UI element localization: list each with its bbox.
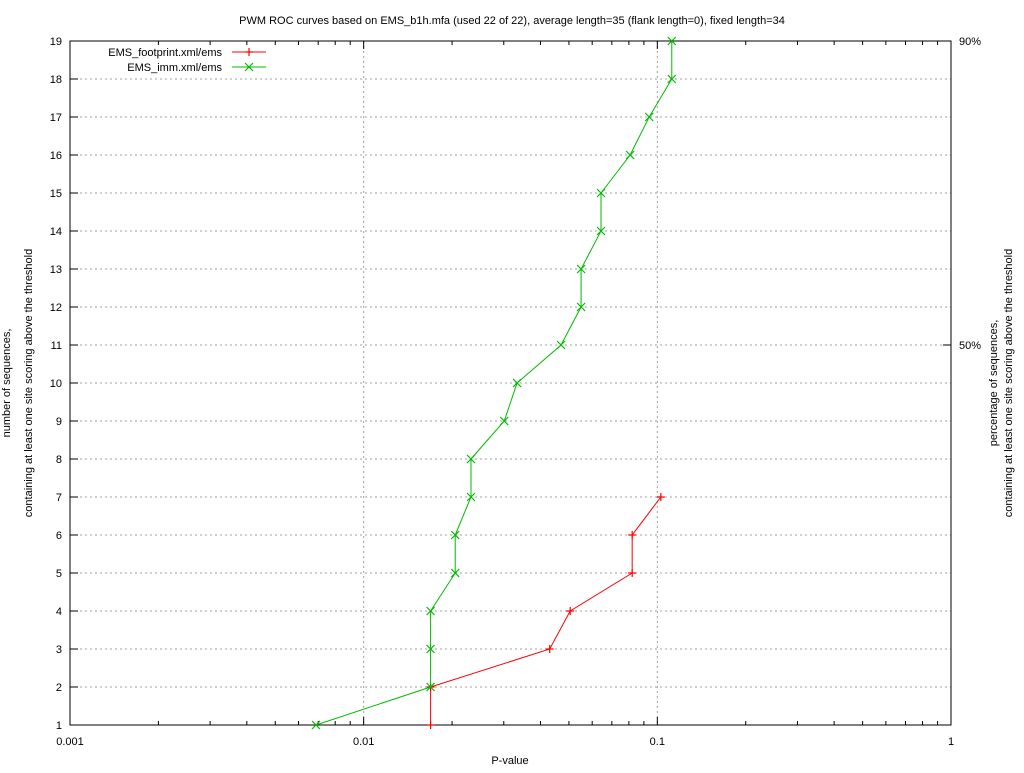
data-point — [545, 645, 554, 653]
x-tick-label: 1 — [948, 736, 954, 748]
y-tick-label: 17 — [50, 112, 62, 124]
y-tick-label: 11 — [51, 340, 62, 352]
data-point — [426, 644, 436, 654]
y2-axis-label-line2: containing at least one site scoring abo… — [1003, 249, 1015, 517]
data-point — [656, 493, 665, 501]
y-tick-label: 5 — [56, 568, 62, 580]
y-tick-label: 9 — [56, 416, 62, 428]
legend-label: EMS_imm.xml/ems — [127, 62, 222, 74]
data-point — [596, 188, 606, 198]
data-point — [625, 150, 635, 160]
legend: EMS_footprint.xml/ems EMS_imm.xml/ems — [108, 47, 266, 74]
data-point — [667, 36, 677, 46]
y-tick-label: 13 — [50, 264, 62, 276]
grid — [70, 41, 951, 725]
data-point — [426, 606, 436, 616]
data-point — [566, 607, 575, 615]
series-line-1 — [315, 41, 673, 726]
y-tick-label: 4 — [56, 606, 62, 618]
legend-label: EMS_footprint.xml/ems — [108, 47, 222, 59]
series-layer — [311, 36, 677, 730]
x-tick-label: 0.1 — [650, 736, 665, 748]
data-point — [450, 568, 460, 578]
x-tick-label: 0.01 — [353, 736, 374, 748]
data-point — [466, 454, 476, 464]
y2-tick-label: 90% — [959, 36, 981, 48]
y-axis-label-line2: containing at least one site scoring abo… — [23, 249, 35, 517]
data-point — [628, 569, 637, 577]
y-tick-label: 1 — [56, 720, 62, 732]
x-axis-label: P-value — [491, 755, 528, 767]
plot-frame — [69, 40, 952, 726]
y-tick-label: 15 — [50, 188, 62, 200]
data-point — [466, 492, 476, 502]
x-tick-label: 0.001 — [56, 736, 84, 748]
data-point — [450, 530, 460, 540]
data-point — [311, 720, 321, 730]
y-tick-label: 16 — [50, 150, 62, 162]
data-point — [499, 416, 509, 426]
y-tick-label: 10 — [50, 378, 62, 390]
y2-axis-label-line1: percentage of sequences, — [988, 320, 1000, 447]
data-point — [556, 340, 566, 350]
data-point — [667, 74, 677, 84]
y2-tick-label: 50% — [959, 340, 981, 352]
data-point — [644, 112, 654, 122]
y-tick-label: 6 — [56, 530, 62, 542]
y-tick-label: 18 — [50, 74, 62, 86]
y-tick-label: 2 — [56, 682, 62, 694]
chart-title: PWM ROC curves based on EMS_b1h.mfa (use… — [239, 15, 785, 27]
y-axis-label-line1: number of sequences, — [1, 329, 13, 438]
data-point — [576, 302, 586, 312]
data-point — [596, 226, 606, 236]
legend-marker — [244, 62, 254, 72]
data-point — [512, 378, 522, 388]
y-tick-label: 12 — [50, 302, 62, 314]
y-tick-label: 8 — [56, 454, 62, 466]
y-tick-label: 3 — [56, 644, 62, 656]
data-point — [628, 531, 637, 539]
legend-marker — [245, 48, 253, 56]
y-tick-label: 14 — [50, 226, 62, 238]
data-point — [426, 721, 435, 729]
y-tick-label: 19 — [50, 36, 62, 48]
data-point — [426, 682, 436, 692]
data-point — [576, 264, 586, 274]
y-tick-label: 7 — [56, 492, 62, 504]
